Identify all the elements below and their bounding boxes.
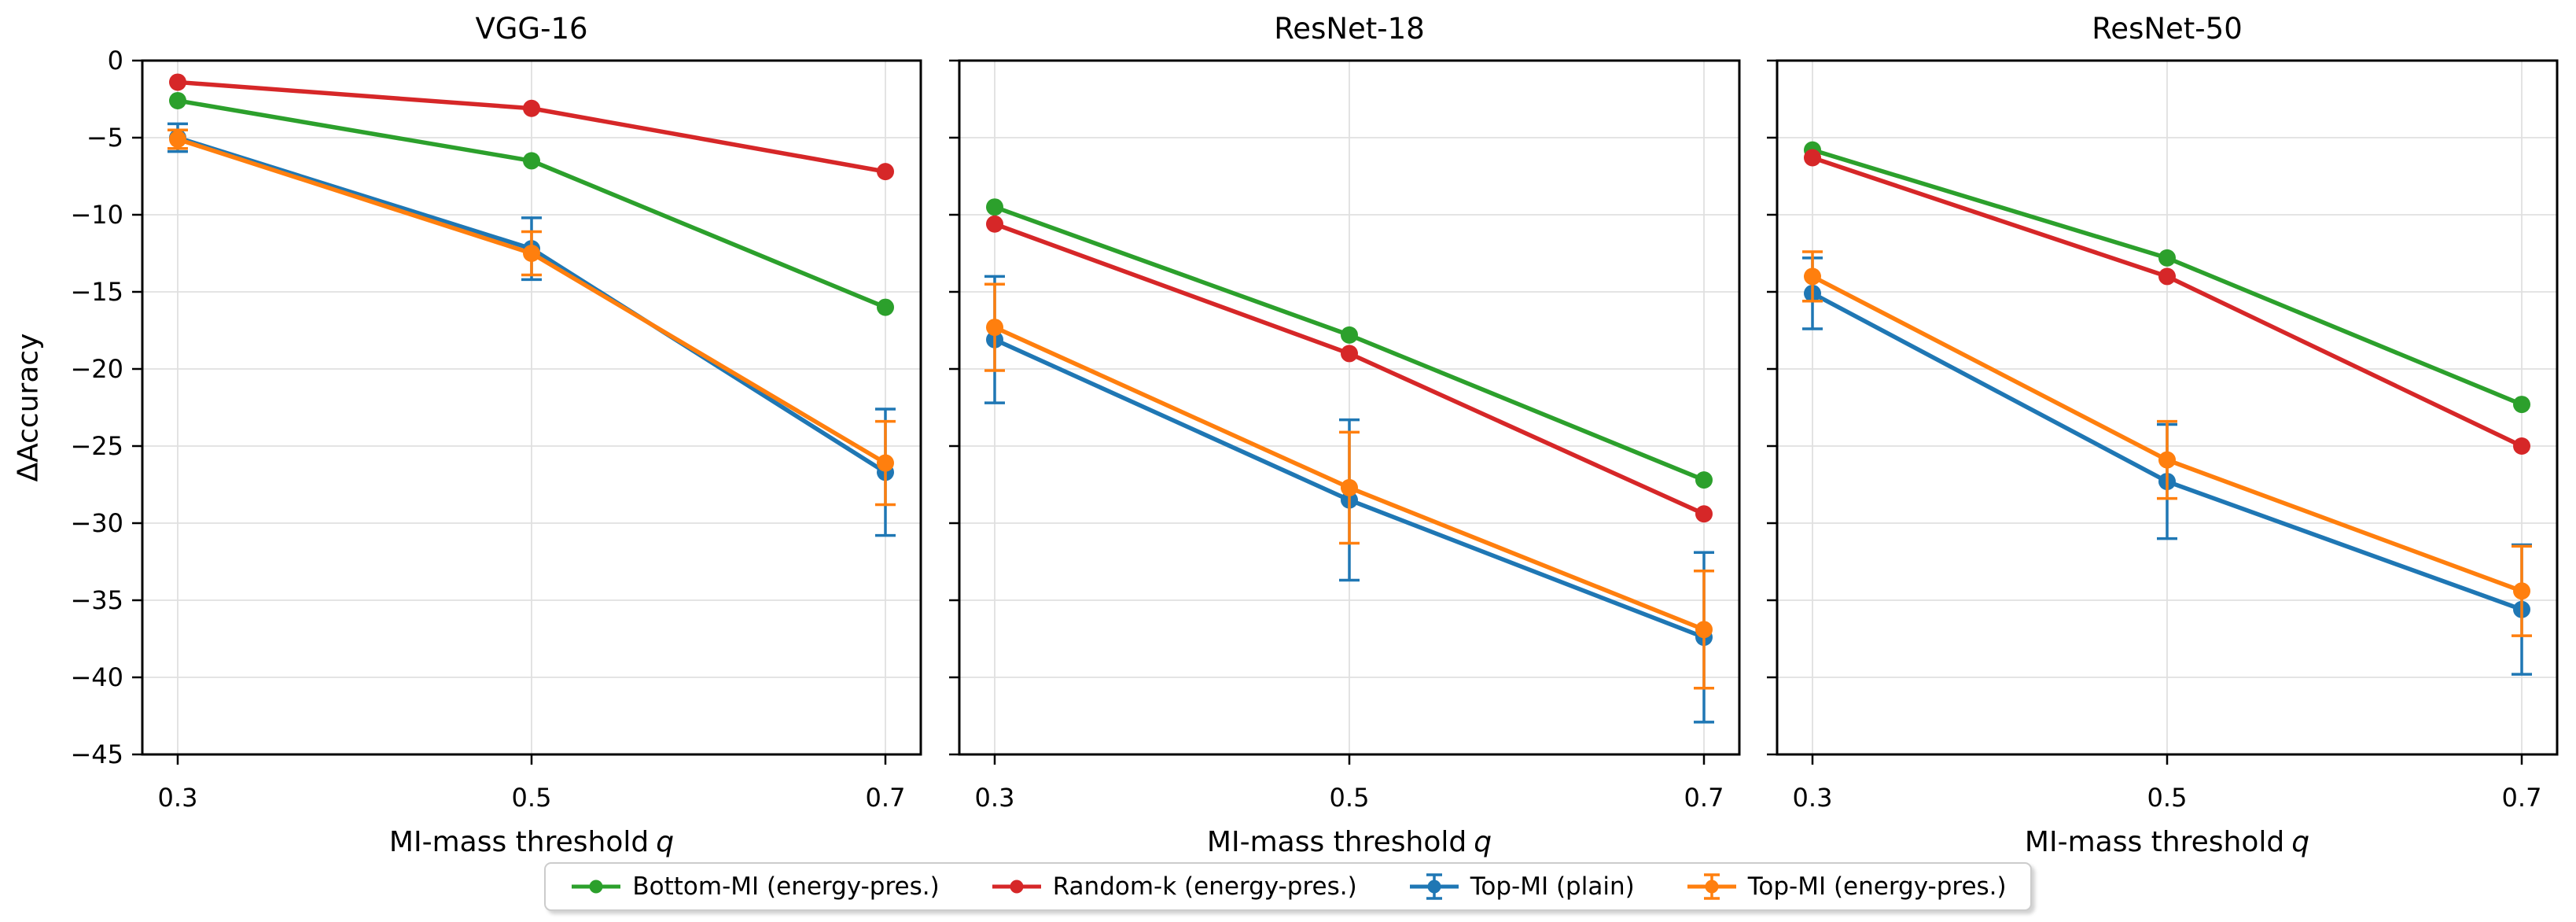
x-axis-label-vgg16: MI-mass threshold q xyxy=(142,826,921,858)
y-axis-label: ΔAccuracy xyxy=(12,333,45,482)
x-axis-label-text: MI-mass threshold xyxy=(2024,826,2285,858)
data-point-marker xyxy=(1341,345,1358,363)
x-axis-label-variable: q xyxy=(1474,826,1492,858)
x-tick-label: 0.7 xyxy=(2502,783,2542,813)
data-point-marker xyxy=(2158,249,2176,267)
series-random-k-energy-pres xyxy=(1804,149,2530,455)
legend-errorbar-icon xyxy=(1409,873,1459,900)
data-point-marker xyxy=(1695,621,1713,639)
series-bottom-mi-energy-pres xyxy=(986,198,1713,489)
legend-item-random-k: Random-k (energy-pres.) xyxy=(990,871,1357,902)
data-point-marker xyxy=(877,454,894,472)
data-point-marker xyxy=(169,91,186,109)
x-tick-label: 0.5 xyxy=(1330,783,1370,813)
ticks xyxy=(132,59,887,765)
data-point-marker xyxy=(2158,267,2176,286)
x-tick-label: 0.3 xyxy=(1793,783,1833,813)
x-axis-label-text: MI-mass threshold xyxy=(1206,826,1467,858)
panel-resnet-18: 0.3 0.5 0.7 xyxy=(949,59,1741,813)
x-axis-label-variable: q xyxy=(2291,826,2310,858)
legend-box: Bottom-MI (energy-pres.) Random-k (energ… xyxy=(544,862,2032,911)
data-point-marker xyxy=(986,319,1003,337)
y-tick-label: −20 xyxy=(70,354,123,384)
y-tick-label: 0 xyxy=(108,46,123,76)
x-tick-label: 0.7 xyxy=(1684,783,1724,813)
x-tick-label: 0.5 xyxy=(512,783,552,813)
x-axis-label-resnet18: MI-mass threshold q xyxy=(959,826,1739,858)
legend-line-dot-icon xyxy=(572,880,621,894)
panel-title-resnet50: ResNet-50 xyxy=(2092,12,2243,46)
data-point-marker xyxy=(877,298,894,316)
series-top-mi-energy-pres xyxy=(984,282,1714,690)
y-tick-label: −25 xyxy=(70,431,123,461)
data-point-marker xyxy=(877,163,894,181)
x-axis-label-resnet50: MI-mass threshold q xyxy=(1777,826,2557,858)
x-tick-label: 0.3 xyxy=(158,783,198,813)
data-point-marker xyxy=(2513,582,2530,600)
ticks xyxy=(1767,59,2523,765)
series-bottom-mi-energy-pres xyxy=(169,91,894,316)
legend: Bottom-MI (energy-pres.) Random-k (energ… xyxy=(0,862,2576,911)
data-point-marker xyxy=(2513,396,2530,414)
data-point-marker xyxy=(1341,478,1358,496)
data-point-marker xyxy=(169,73,186,91)
grid xyxy=(959,61,1739,754)
panel-vgg-16: 0 −5 −10 −15 −20 −25 −30 −35 −40 −45 0.3 0.5 0.7 xyxy=(70,46,922,813)
data-point-marker xyxy=(1804,267,1821,286)
x-tick-label: 0.5 xyxy=(2147,783,2188,813)
legend-line-dot-icon xyxy=(992,880,1041,894)
legend-item-top-mi-plain: Top-MI (plain) xyxy=(1408,871,1635,902)
panel-title-resnet18: ResNet-18 xyxy=(1274,12,1425,46)
legend-errorbar-icon xyxy=(1687,873,1736,900)
data-point-marker xyxy=(169,130,186,148)
data-point-marker xyxy=(523,99,540,117)
x-axis-label-variable: q xyxy=(656,826,675,858)
series-random-k-energy-pres xyxy=(169,73,894,181)
data-point-marker xyxy=(986,198,1003,216)
data-point-marker xyxy=(1804,149,1821,167)
series-top-mi-energy-pres xyxy=(1802,250,2532,637)
panel-title-vgg16: VGG-16 xyxy=(475,12,588,46)
legend-label: Top-MI (energy-pres.) xyxy=(1747,872,2007,901)
series-random-k-energy-pres xyxy=(986,215,1713,523)
data-point-marker xyxy=(1695,505,1713,523)
data-point-marker xyxy=(1341,326,1358,344)
legend-item-bottom-mi: Bottom-MI (energy-pres.) xyxy=(569,871,940,902)
data-point-marker xyxy=(523,245,540,262)
legend-label: Bottom-MI (energy-pres.) xyxy=(632,872,940,901)
ticks xyxy=(949,59,1706,765)
x-axis-label-text: MI-mass threshold xyxy=(388,826,650,858)
y-tick-label: −5 xyxy=(86,123,123,153)
legend-label: Top-MI (plain) xyxy=(1470,872,1635,901)
y-tick-label: −35 xyxy=(70,585,123,615)
data-point-marker xyxy=(523,152,540,170)
y-tick-label: −10 xyxy=(70,200,123,230)
y-tick-label: −30 xyxy=(70,508,123,538)
panel-resnet-50: 0.3 0.5 0.7 xyxy=(1767,59,2559,813)
data-point-marker xyxy=(1695,471,1713,489)
legend-label: Random-k (energy-pres.) xyxy=(1052,872,1357,901)
data-point-marker xyxy=(2513,437,2530,455)
legend-item-top-mi-energy: Top-MI (energy-pres.) xyxy=(1685,871,2007,902)
y-tick-label: −40 xyxy=(70,662,123,692)
data-point-marker xyxy=(2158,451,2176,469)
x-tick-label: 0.3 xyxy=(975,783,1015,813)
data-point-marker xyxy=(986,215,1003,233)
y-tick-label: −15 xyxy=(70,277,123,307)
y-tick-label: −45 xyxy=(70,739,123,769)
series-top-mi-energy-pres xyxy=(167,128,896,507)
x-tick-label: 0.7 xyxy=(866,783,906,813)
